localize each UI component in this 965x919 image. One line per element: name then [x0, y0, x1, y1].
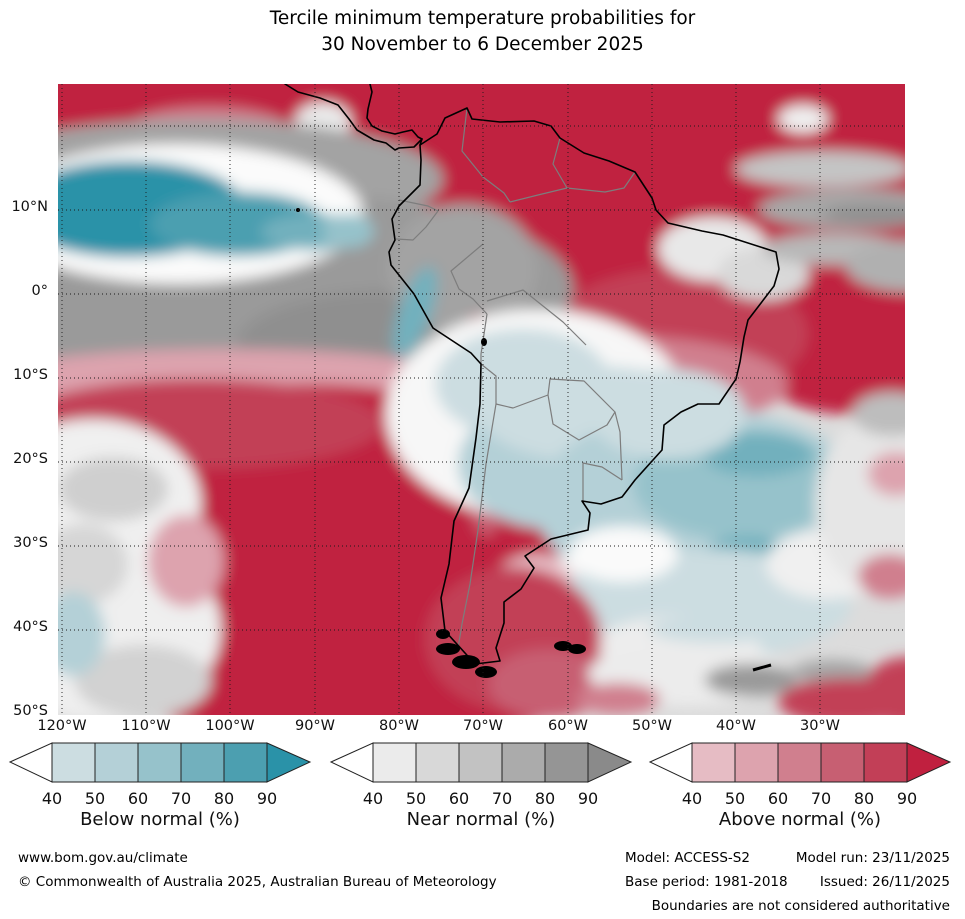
south-georgia-island [752, 663, 772, 672]
base-period: Base period: 1981-2018 [625, 874, 788, 890]
falkland-islands [554, 641, 572, 651]
probability-field [58, 84, 905, 715]
colorbar-left-arrow [8, 742, 53, 783]
lake-titicaca [481, 338, 487, 346]
legend-above-normal: 40 50 60 70 80 90 Above normal (%) [648, 741, 958, 835]
svg-text:60: 60 [128, 789, 148, 808]
svg-text:90: 90 [578, 789, 598, 808]
lat-label-20s: 20°S [13, 451, 48, 467]
svg-text:80: 80 [214, 789, 234, 808]
lat-label-10n: 10°N [11, 199, 48, 215]
title-line-2: 30 November to 6 December 2025 [321, 33, 644, 55]
lon-label-120w: 120°W [37, 718, 87, 734]
legend-below-normal: 40 50 60 70 80 90 Below normal (%) [8, 741, 318, 835]
colorbar-right-arrow [587, 742, 633, 783]
colorbar-near-normal [329, 742, 633, 783]
svg-text:80: 80 [854, 789, 874, 808]
svg-text:90: 90 [257, 789, 277, 808]
lat-label-10s: 10°S [13, 367, 48, 383]
chart-title: Tercile minimum temperature probabilitie… [0, 6, 965, 58]
lon-label-50w: 50°W [631, 718, 673, 734]
south-america-coastline [284, 84, 780, 665]
lat-label-40s: 40°S [13, 619, 48, 635]
lon-label-40w: 40°W [715, 718, 757, 734]
central-america-pacific-coastline [284, 84, 423, 151]
model-run: Model run: 23/11/2025 [795, 850, 950, 866]
tierra-del-fuego-islands [436, 629, 450, 639]
lon-label-30w: 30°W [799, 718, 841, 734]
svg-text:60: 60 [449, 789, 469, 808]
svg-text:50: 50 [85, 789, 105, 808]
svg-text:40: 40 [682, 789, 702, 808]
svg-text:60: 60 [768, 789, 788, 808]
model-label: Model: ACCESS-S2 [625, 850, 750, 866]
svg-text:50: 50 [406, 789, 426, 808]
colorbar-left-arrow [648, 742, 693, 783]
islands-and-lakes [296, 208, 772, 678]
lon-label-90w: 90°W [294, 718, 336, 734]
colorbar-right-arrow [906, 742, 952, 783]
lon-label-60w: 60°W [547, 718, 589, 734]
svg-text:70: 70 [171, 789, 191, 808]
legend-title-below: Below normal (%) [80, 809, 240, 830]
boundaries-disclaimer: Boundaries are not considered authoritat… [651, 898, 950, 914]
legend-near-normal: 40 50 60 70 80 90 Near normal (%) [329, 741, 639, 835]
legend-title-above: Above normal (%) [719, 809, 881, 830]
issued-date: Issued: 26/11/2025 [819, 874, 950, 890]
svg-text:40: 40 [363, 789, 383, 808]
svg-text:50: 50 [725, 789, 745, 808]
map-canvas [58, 84, 905, 715]
lon-label-80w: 80°W [378, 718, 420, 734]
title-line-1: Tercile minimum temperature probabilitie… [269, 8, 696, 29]
lat-label-0: 0° [31, 283, 48, 299]
svg-text:70: 70 [811, 789, 831, 808]
svg-text:70: 70 [492, 789, 512, 808]
lon-label-100w: 100°W [205, 718, 255, 734]
colorbar-below-normal [8, 742, 312, 783]
copyright-text: © Commonwealth of Australia 2025, Austra… [18, 874, 497, 890]
colorbar-above-normal [648, 742, 952, 783]
bom-url: www.bom.gov.au/climate [18, 850, 188, 866]
svg-text:90: 90 [897, 789, 917, 808]
lon-label-70w: 70°W [462, 718, 504, 734]
svg-text:40: 40 [42, 789, 62, 808]
colorbar-right-arrow [266, 742, 312, 783]
central-america-caribbean-coastline [366, 84, 423, 146]
lat-label-50s: 50°S [13, 703, 48, 719]
lat-label-30s: 30°S [13, 535, 48, 551]
legend-title-near: Near normal (%) [407, 809, 556, 830]
lon-label-110w: 110°W [121, 718, 171, 734]
colorbar-left-arrow [329, 742, 374, 783]
svg-text:80: 80 [535, 789, 555, 808]
